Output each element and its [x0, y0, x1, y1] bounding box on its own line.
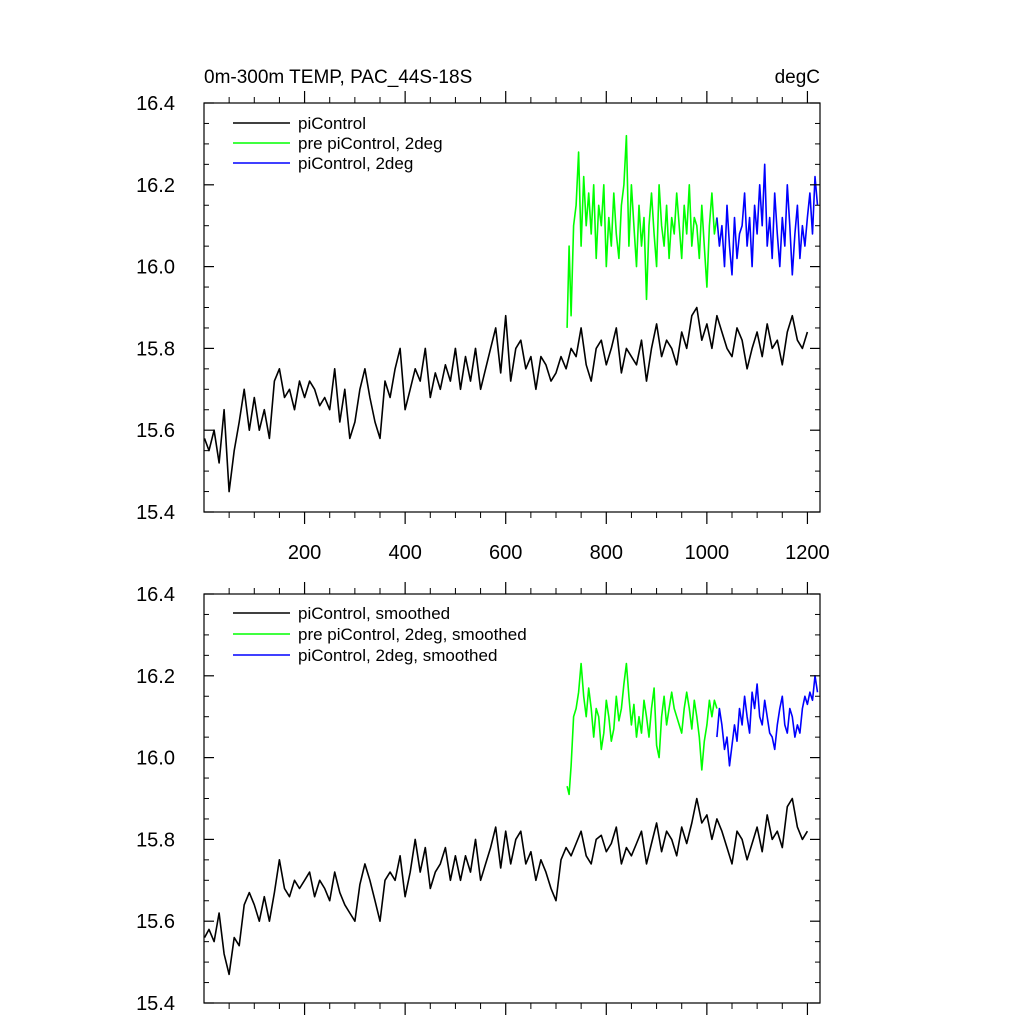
y-tick-label: 15.6	[136, 420, 175, 442]
legend-label: piControl, smoothed	[298, 604, 450, 623]
top-chart-panel: 0m-300m TEMP, PAC_44S-18S degC 15.415.61…	[136, 67, 830, 564]
x-tick-label: 1000	[685, 542, 730, 564]
top-chart-title: 0m-300m TEMP, PAC_44S-18S	[204, 67, 472, 88]
y-tick-label: 15.6	[136, 911, 175, 933]
y-tick-label: 16.0	[136, 257, 175, 279]
series-line-2	[716, 674, 819, 767]
series-line-1	[566, 134, 718, 328]
bottom-chart-panel: 15.4 15.6 15.8 16.0 16.2 16.4 piControl, smoo…	[136, 582, 821, 1015]
y-tick-label: 15.4	[136, 993, 175, 1015]
y-tick-label: 16.4	[136, 584, 175, 606]
series-line-0	[203, 306, 809, 493]
bottom-chart-legend: piControl, smoothed pre piControl, 2deg,…	[233, 604, 527, 665]
x-tick-label: 400	[388, 542, 421, 564]
y-tick-label: 16.2	[136, 666, 175, 688]
y-tick-label: 16.4	[136, 93, 175, 115]
y-tick-label: 15.8	[136, 338, 175, 360]
top-chart-plot-area: 15.4 15.6 15.8 16.0 16.2 16.4 200 400 600 800 100…	[136, 91, 830, 564]
x-tick-label: 800	[590, 542, 623, 564]
legend-label: piControl, 2deg	[298, 154, 413, 173]
y-tick-label: 16.0	[136, 748, 175, 770]
top-chart-legend: piControl pre piControl, 2deg piControl,…	[233, 114, 443, 173]
legend-label: piControl, 2deg, smoothed	[298, 646, 497, 665]
bottom-chart-frame	[203, 593, 821, 1004]
top-chart-units: degC	[775, 67, 820, 88]
y-tick-label: 15.8	[136, 829, 175, 851]
series-line-2	[716, 163, 819, 276]
x-tick-label: 600	[489, 542, 522, 564]
y-tick-label: 16.2	[136, 175, 175, 197]
x-tick-label: 200	[288, 542, 321, 564]
y-tick-label: 15.4	[136, 502, 175, 524]
x-tick-label: 1200	[785, 542, 830, 564]
top-chart-frame	[203, 102, 821, 513]
legend-label: pre piControl, 2deg	[298, 134, 443, 153]
bottom-chart-plot-area: 15.4 15.6 15.8 16.0 16.2 16.4	[136, 582, 821, 1015]
series-line-1	[566, 662, 718, 796]
legend-label: pre piControl, 2deg, smoothed	[298, 625, 527, 644]
legend-label: piControl	[298, 114, 366, 133]
series-line-0	[203, 797, 809, 976]
